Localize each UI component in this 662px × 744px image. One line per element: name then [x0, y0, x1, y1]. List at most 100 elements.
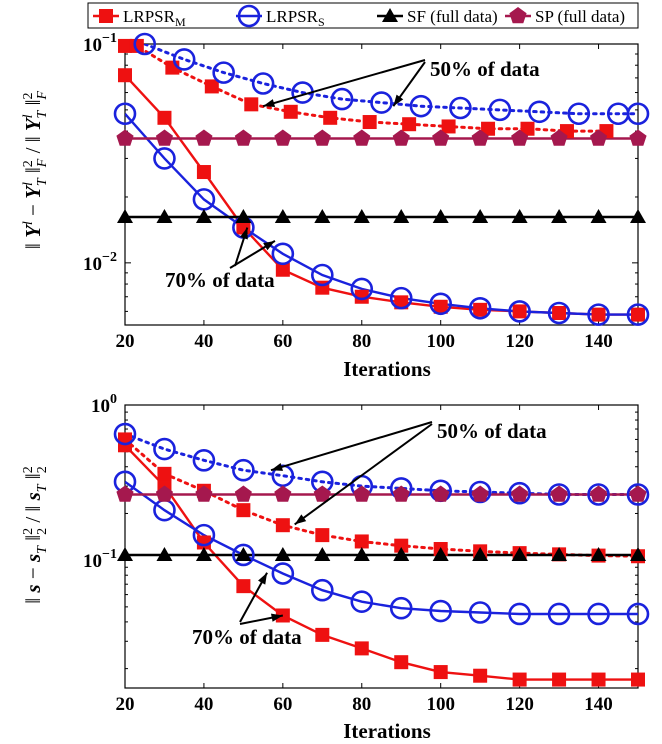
top-point-circle [330, 87, 354, 111]
top-point-circle [212, 61, 235, 84]
top-point-triangle [630, 208, 646, 223]
top-y-axis-label: ‖ Yl − YlT ‖2F / ‖ YlT ‖2F [21, 90, 50, 249]
bottom-x-tick-label: 100 [426, 694, 455, 715]
bottom-annotation-arrow [270, 421, 433, 472]
top-point-circle [626, 303, 650, 326]
bottom-x-tick-label: 120 [505, 694, 534, 715]
bottom-x-tick-label: 60 [273, 694, 292, 715]
top-annotation-0: 50% of data [430, 57, 540, 81]
bottom-point-triangle [117, 546, 133, 561]
top-point-square [394, 295, 409, 310]
top-point-square [118, 38, 132, 53]
top-point-square [402, 117, 417, 132]
top-series-line-3 [143, 44, 638, 116]
top-point-circle [153, 147, 176, 170]
top-point-square [473, 302, 488, 317]
top-point-triangle [590, 208, 607, 223]
top-point-square [157, 110, 172, 125]
legend-marker-square [99, 9, 113, 23]
bottom-point-square [433, 665, 448, 680]
top-y-tick-label: 10−1 [83, 31, 117, 56]
legend-label-0: LRPSRM [123, 7, 186, 29]
top-point-circle [251, 72, 275, 95]
top-point-pentagon [353, 129, 371, 146]
bottom-point-triangle [235, 546, 252, 561]
bottom-plot-frame [124, 404, 639, 689]
bottom-point-square [354, 641, 369, 656]
bottom-point-square [512, 672, 527, 687]
top-point-circle [547, 301, 571, 325]
bottom-point-triangle [590, 546, 607, 561]
top-point-triangle [472, 208, 489, 223]
top-point-circle [468, 296, 492, 320]
legend-label-2: SF (full data) [407, 7, 498, 26]
bottom-point-circle [508, 602, 531, 626]
top-point-triangle [274, 208, 291, 223]
top-point-circle [567, 102, 591, 126]
top-point-triangle [551, 208, 568, 223]
bottom-point-square [315, 627, 330, 642]
top-marker-group [113, 32, 650, 326]
top-point-circle [370, 91, 393, 114]
bottom-point-triangle [353, 546, 370, 561]
bottom-point-triangle [551, 546, 568, 561]
bottom-chart: ‖ s − sT ‖22 / ‖ sT ‖22 Iterations 20 40 6… [21, 392, 650, 743]
top-point-triangle [195, 208, 212, 223]
top-point-triangle [117, 208, 133, 223]
bottom-point-square [354, 534, 369, 549]
top-x-tick-label: 120 [505, 331, 534, 352]
bottom-point-circle [587, 602, 610, 626]
top-point-square [441, 119, 456, 134]
top-point-circle [172, 48, 196, 71]
bottom-point-circle [626, 483, 650, 506]
top-arrowhead [263, 240, 275, 251]
top-annotation-1: 70% of data [165, 268, 275, 292]
bottom-point-pentagon [471, 485, 489, 502]
bottom-annotation-0: 50% of data [437, 419, 547, 443]
top-point-triangle [353, 208, 370, 223]
top-arrowhead [393, 94, 404, 107]
top-point-pentagon [116, 129, 134, 146]
top-point-circle [528, 100, 551, 124]
top-x-tick-label: 80 [352, 331, 371, 352]
bottom-point-circle [468, 480, 492, 504]
top-point-triangle [511, 208, 528, 223]
bottom-point-triangle [432, 546, 449, 561]
top-point-circle [271, 242, 295, 266]
top-point-triangle [156, 208, 173, 223]
bottom-point-circle [389, 596, 413, 620]
bottom-y-tick-label: 10−1 [83, 547, 117, 572]
top-point-pentagon [195, 129, 213, 146]
top-point-square [591, 307, 606, 322]
bottom-annotation-1: 70% of data [192, 625, 302, 649]
top-point-square [552, 305, 567, 320]
top-arrowhead [263, 99, 276, 108]
bottom-point-triangle [511, 546, 528, 561]
bottom-point-square [196, 535, 211, 550]
bottom-point-square [473, 668, 488, 683]
top-point-circle [350, 277, 374, 301]
top-point-circle [449, 96, 472, 120]
top-x-tick-label: 40 [194, 331, 213, 352]
top-annotation-arrow [262, 59, 426, 108]
top-point-circle [508, 300, 531, 323]
top-point-square [520, 121, 535, 136]
top-point-circle [113, 102, 137, 126]
legend-marker-pentagon [509, 7, 527, 24]
top-x-tick-label: 20 [116, 331, 135, 352]
bottom-point-circle [429, 599, 452, 623]
bottom-point-triangle [630, 546, 646, 561]
legend: LRPSRM LRPSRS SF (full data) SP (full data) [87, 2, 639, 29]
top-chart: ‖ Yl − YlT ‖2F / ‖ YlT ‖2F Iterations 20… [21, 31, 650, 381]
top-point-square [283, 104, 298, 119]
top-point-circle [389, 286, 413, 310]
bottom-point-square [315, 528, 330, 543]
bottom-point-square [631, 672, 645, 687]
top-x-tick-label: 140 [584, 331, 613, 352]
top-point-pentagon [590, 129, 608, 146]
top-point-square [354, 289, 369, 304]
top-arrowhead [239, 227, 248, 240]
bottom-point-triangle [274, 546, 291, 561]
bottom-point-square [236, 503, 251, 518]
